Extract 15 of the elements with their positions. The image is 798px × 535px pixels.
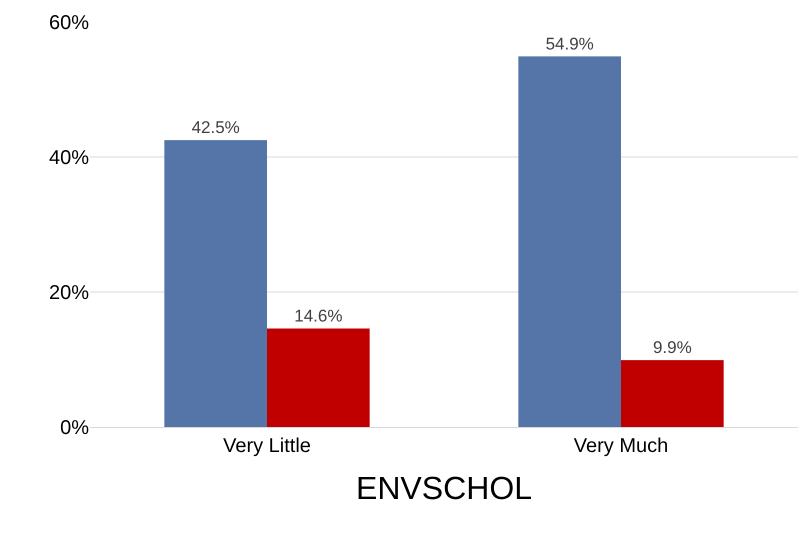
x-tick-label: Very Little: [223, 435, 311, 457]
y-tick-label: 0%: [60, 417, 90, 439]
bar: [267, 328, 370, 427]
bar: [621, 360, 724, 427]
bar: [164, 140, 267, 427]
data-label: 9.9%: [652, 338, 692, 358]
x-axis-title: ENVSCHOL: [356, 470, 532, 506]
x-tick-label: Very Much: [574, 435, 668, 457]
y-tick-label: 40%: [48, 147, 90, 169]
data-label: 14.6%: [294, 306, 342, 326]
data-label: 54.9%: [546, 34, 594, 54]
y-tick-label: 60%: [48, 12, 90, 34]
data-label: 42.5%: [192, 118, 240, 138]
bar: [518, 56, 621, 427]
y-tick-label: 20%: [48, 282, 90, 304]
